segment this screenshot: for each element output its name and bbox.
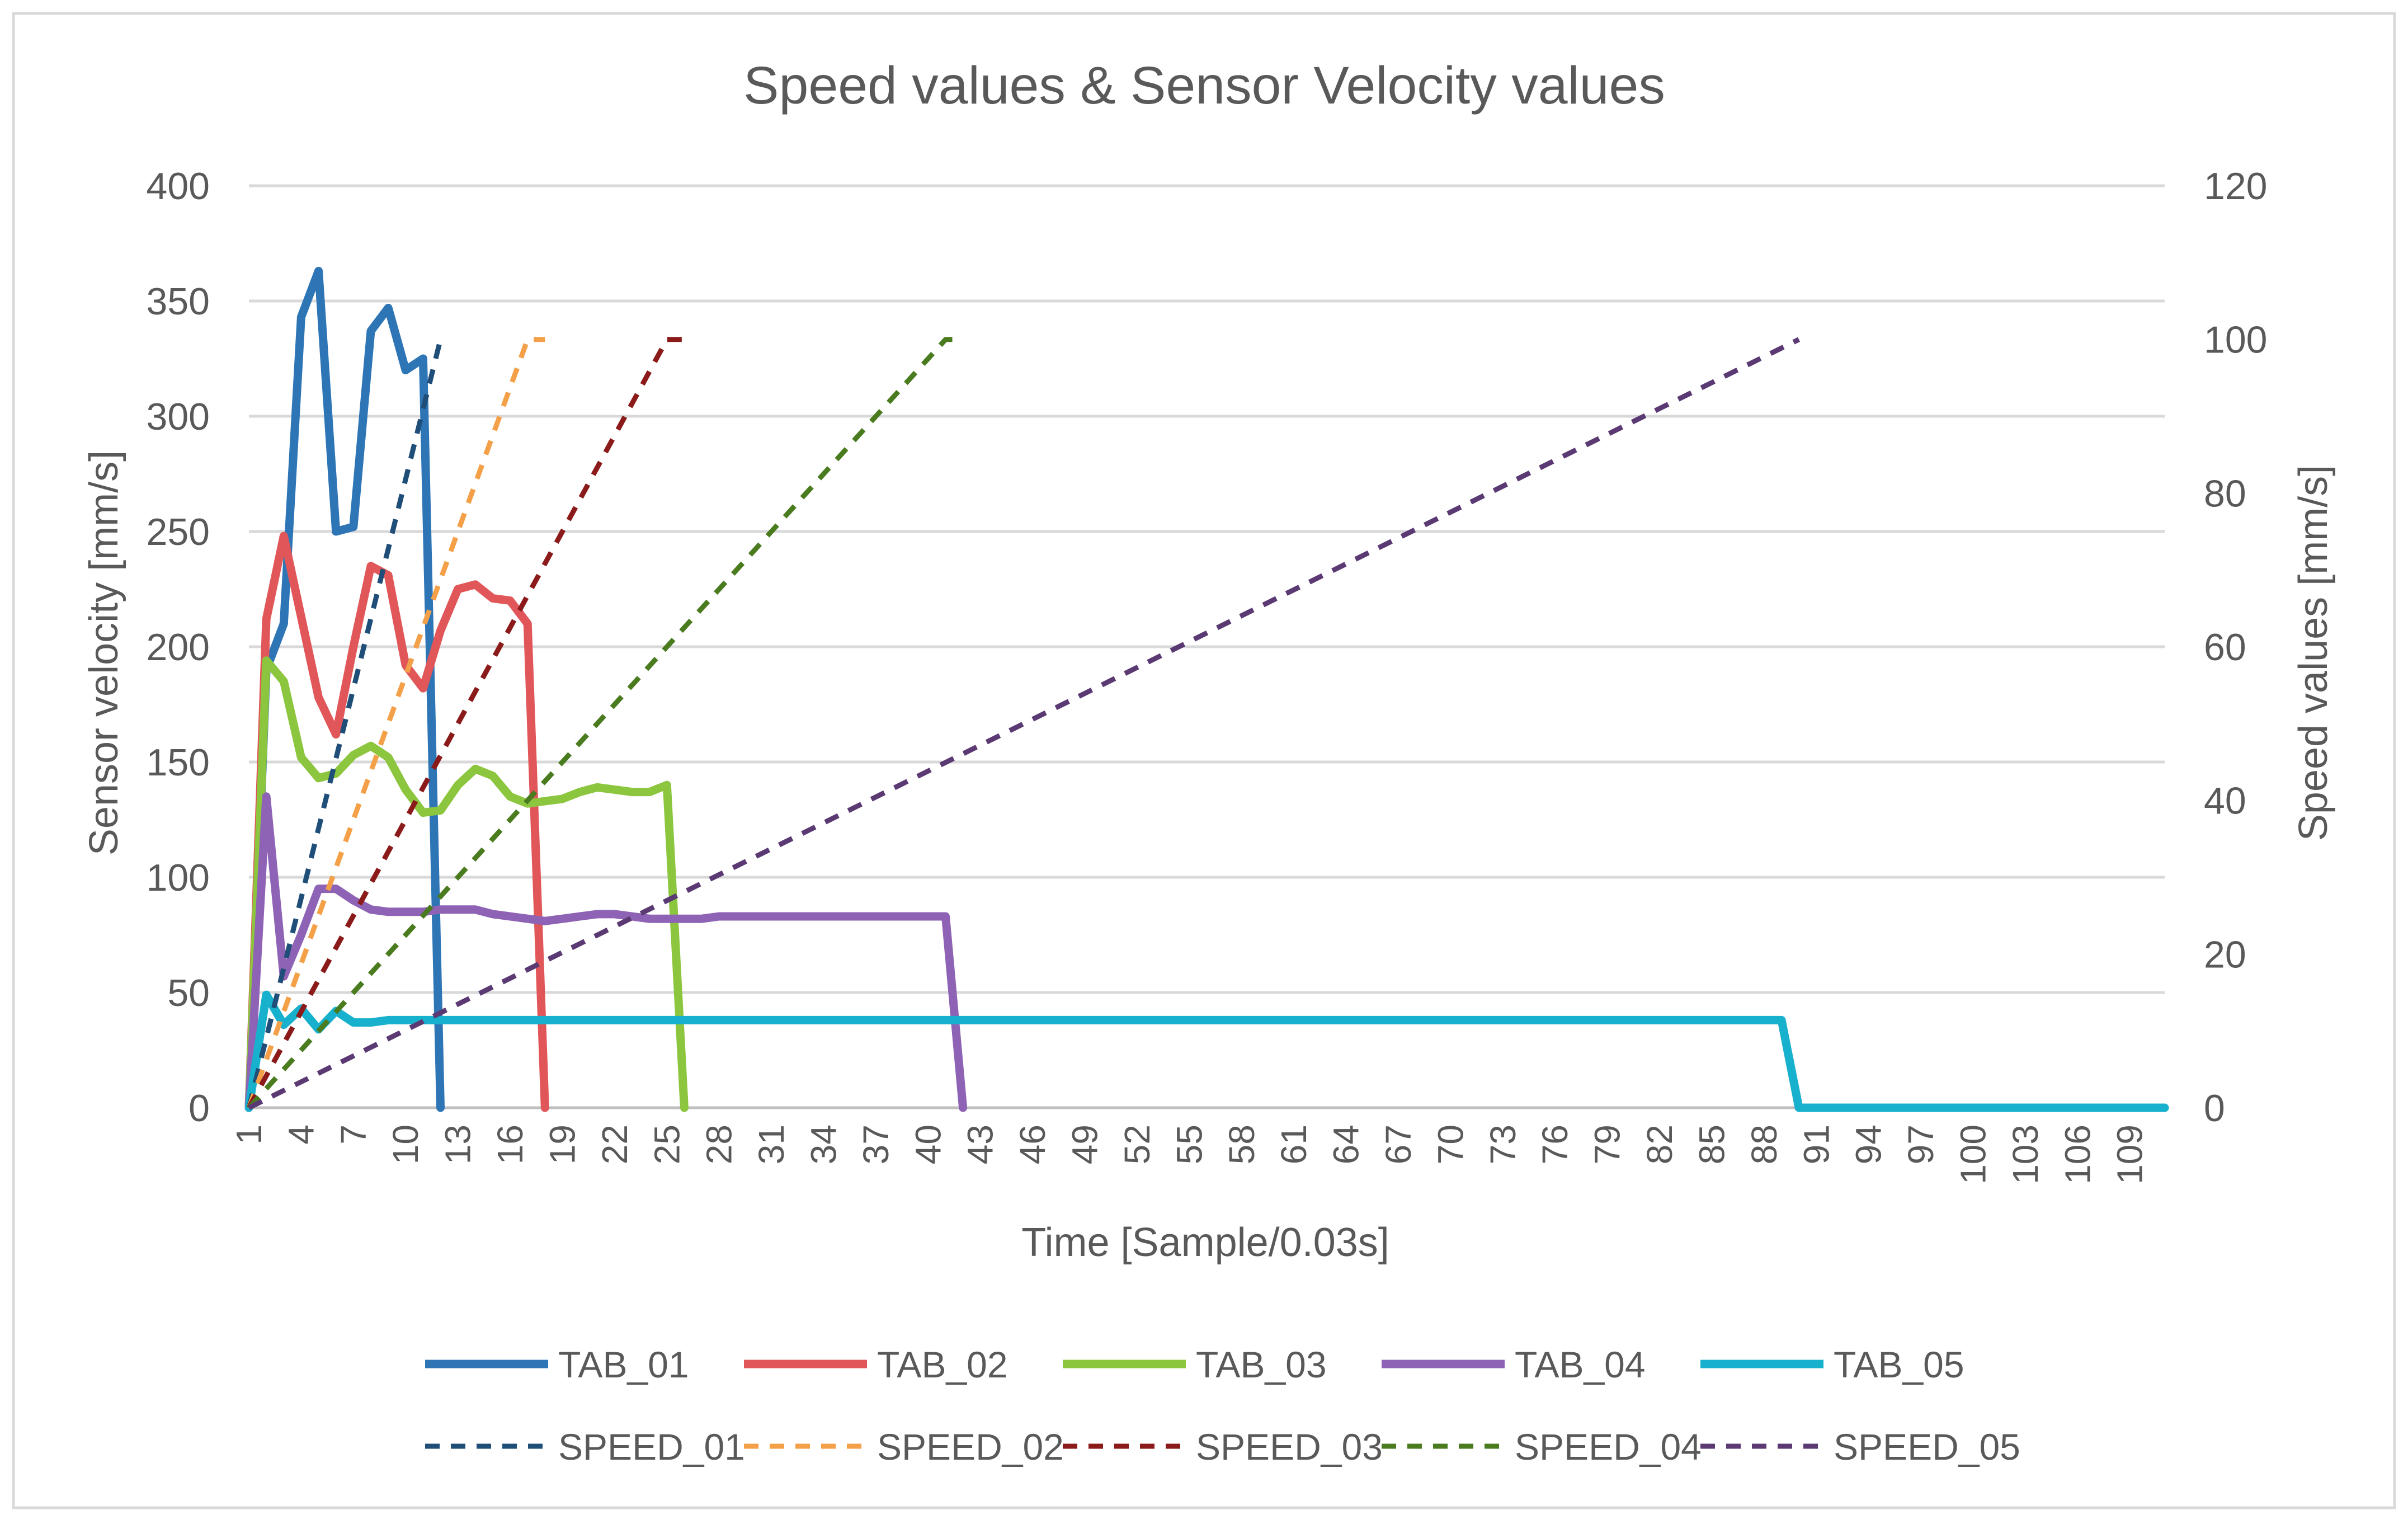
series-speed-02 — [246, 337, 545, 1109]
chart-title: Speed values & Sensor Velocity values — [743, 56, 1665, 115]
y-tick-label: 250 — [147, 511, 210, 553]
series-tab-01 — [244, 266, 445, 1112]
y-tick-label: 100 — [147, 857, 210, 899]
x-axis-label: Time [Sample/0.03s] — [1021, 1220, 1389, 1265]
x-tick-label: 103 — [2005, 1125, 2046, 1184]
x-tick-label: 46 — [1012, 1125, 1053, 1164]
series-tab-02 — [244, 531, 549, 1112]
x-tick-label: 34 — [804, 1125, 844, 1164]
legend-label-tab-02: TAB_02 — [877, 1344, 1008, 1385]
x-tick-label: 79 — [1587, 1125, 1628, 1164]
x-tick-label: 61 — [1274, 1125, 1314, 1164]
legend: TAB_01 TAB_02 TAB_03 TAB_04 TAB_05 SPEED_01 SP… — [425, 1344, 2020, 1467]
y-tick-label: 350 — [147, 280, 210, 323]
series-speed-01 — [246, 338, 443, 1109]
y2-tick-label: 0 — [2204, 1087, 2225, 1130]
x-tick-label: 52 — [1117, 1125, 1157, 1164]
x-tick-label: 13 — [438, 1125, 478, 1164]
x-tick-label: 55 — [1169, 1125, 1209, 1164]
x-tick-label: 91 — [1796, 1125, 1836, 1164]
x-tick-label: 58 — [1222, 1125, 1262, 1164]
legend-label-speed-05: SPEED_05 — [1834, 1426, 2020, 1467]
x-tick-label: 22 — [595, 1125, 635, 1164]
x-tick-label: 4 — [281, 1125, 321, 1145]
x-tick-label: 82 — [1639, 1125, 1680, 1164]
x-tick-label: 70 — [1430, 1125, 1471, 1164]
y-tick-label: 50 — [167, 972, 210, 1014]
x-tick-label: 73 — [1483, 1125, 1523, 1164]
legend-label-tab-04: TAB_04 — [1515, 1344, 1646, 1385]
x-tick-label: 37 — [856, 1125, 896, 1164]
x-tick-label: 19 — [542, 1125, 582, 1164]
y2-tick-label: 120 — [2204, 165, 2267, 208]
x-tick-label: 64 — [1326, 1125, 1366, 1164]
y2-tick-label: 100 — [2204, 319, 2267, 361]
series-speed-03 — [247, 337, 685, 1109]
x-tick-label: 94 — [1849, 1125, 1889, 1164]
x-tick-label: 16 — [490, 1125, 530, 1164]
x-tick-label: 31 — [751, 1125, 791, 1164]
x-tick-label: 25 — [647, 1125, 687, 1164]
y-tick-label: 300 — [147, 396, 210, 438]
legend-label-tab-01: TAB_01 — [558, 1344, 689, 1385]
legend-label-speed-03: SPEED_03 — [1196, 1426, 1383, 1467]
y-tick-label: 200 — [147, 626, 210, 669]
x-tick-label: 109 — [2110, 1125, 2150, 1184]
plot-area — [244, 266, 2169, 1112]
x-tick-label: 1 — [229, 1125, 269, 1145]
y-tick-label: 0 — [189, 1087, 210, 1130]
x-tick-label: 67 — [1378, 1125, 1419, 1164]
series-tab-03 — [244, 656, 689, 1112]
legend-label-tab-05: TAB_05 — [1834, 1344, 1964, 1385]
legend-label-speed-02: SPEED_02 — [877, 1426, 1064, 1467]
x-tick-label: 100 — [1953, 1125, 1994, 1184]
x-tick-label: 28 — [699, 1125, 739, 1164]
x-tick-label: 7 — [333, 1125, 374, 1145]
axis-ticks: 0 50 100 150 200 250 300 350 400 0 20 40 60 80 100 120 1… — [147, 165, 2268, 1184]
x-tick-label: 40 — [908, 1125, 948, 1164]
x-tick-label: 106 — [2057, 1125, 2098, 1184]
y2-axis-label: Speed values [mm/s] — [2291, 465, 2336, 841]
x-tick-label: 85 — [1691, 1125, 1732, 1164]
x-tick-label: 88 — [1744, 1125, 1784, 1164]
x-tick-label: 10 — [385, 1125, 426, 1164]
y2-tick-label: 80 — [2204, 472, 2246, 515]
series-tab-04 — [244, 792, 968, 1112]
x-tick-label: 97 — [1901, 1125, 1941, 1164]
x-tick-label: 49 — [1065, 1125, 1105, 1164]
y-tick-label: 400 — [147, 165, 210, 208]
series-speed-04 — [247, 337, 963, 1110]
y-tick-label: 150 — [147, 741, 210, 784]
y2-tick-label: 20 — [2204, 933, 2246, 976]
legend-label-speed-01: SPEED_01 — [558, 1426, 745, 1467]
x-tick-label: 43 — [960, 1125, 1001, 1164]
legend-label-tab-03: TAB_03 — [1196, 1344, 1327, 1385]
series-tab-05 — [244, 990, 2169, 1112]
y2-tick-label: 60 — [2204, 626, 2246, 669]
legend-label-speed-04: SPEED_04 — [1515, 1426, 1702, 1467]
x-tick-label: 76 — [1535, 1125, 1575, 1164]
series-speed-05 — [248, 337, 1801, 1111]
y-axis-label: Sensor velocity [mm/s] — [82, 450, 126, 855]
y2-tick-label: 40 — [2204, 780, 2246, 822]
